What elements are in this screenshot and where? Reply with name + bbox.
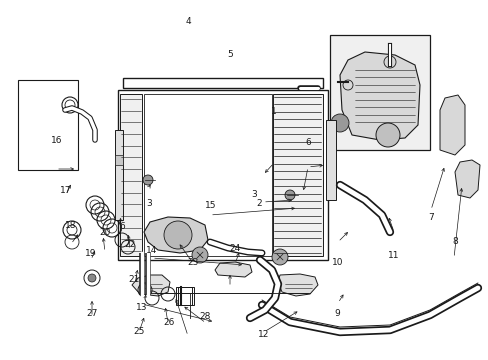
Text: 23: 23 xyxy=(187,258,199,267)
Bar xyxy=(115,155,123,165)
Text: 10: 10 xyxy=(331,258,343,267)
Text: 12: 12 xyxy=(258,330,269,339)
Polygon shape xyxy=(143,217,207,253)
Polygon shape xyxy=(215,262,251,277)
Circle shape xyxy=(271,249,287,265)
Text: 24: 24 xyxy=(228,244,240,253)
Text: 3: 3 xyxy=(251,190,257,199)
Text: 16: 16 xyxy=(50,136,62,145)
Text: 1: 1 xyxy=(270,107,276,116)
Text: 21: 21 xyxy=(128,275,140,284)
Polygon shape xyxy=(278,274,317,296)
Text: 2: 2 xyxy=(256,199,262,208)
Text: 6: 6 xyxy=(119,222,125,231)
Text: 8: 8 xyxy=(451,237,457,246)
Text: 27: 27 xyxy=(86,309,98,318)
Text: 11: 11 xyxy=(387,251,399,260)
Text: 22: 22 xyxy=(123,240,135,249)
Bar xyxy=(329,35,429,150)
Bar xyxy=(123,78,323,88)
Bar xyxy=(176,287,194,305)
Text: 7: 7 xyxy=(427,213,433,222)
Text: 15: 15 xyxy=(204,201,216,210)
Circle shape xyxy=(330,114,348,132)
Bar xyxy=(272,94,323,256)
Text: 6: 6 xyxy=(305,138,310,147)
Polygon shape xyxy=(454,160,479,198)
Text: 5: 5 xyxy=(226,50,232,59)
Circle shape xyxy=(142,175,153,185)
Circle shape xyxy=(285,190,294,200)
Text: 18: 18 xyxy=(65,220,77,230)
Text: 25: 25 xyxy=(133,327,145,336)
Polygon shape xyxy=(339,52,419,140)
Text: 26: 26 xyxy=(163,318,174,327)
Bar xyxy=(115,130,123,220)
Bar xyxy=(118,90,327,260)
Bar xyxy=(120,94,142,256)
Bar xyxy=(325,120,335,200)
Bar xyxy=(18,80,78,170)
Circle shape xyxy=(192,247,207,263)
Circle shape xyxy=(163,221,192,249)
Circle shape xyxy=(88,274,96,282)
Polygon shape xyxy=(132,275,170,296)
Text: 14: 14 xyxy=(145,246,157,255)
Circle shape xyxy=(375,123,399,147)
Text: 9: 9 xyxy=(334,309,340,318)
Text: 20: 20 xyxy=(99,228,111,237)
Text: 4: 4 xyxy=(185,17,191,26)
Polygon shape xyxy=(439,95,464,155)
Text: 19: 19 xyxy=(84,249,96,258)
Text: 3: 3 xyxy=(146,199,152,208)
Text: 28: 28 xyxy=(199,312,211,321)
Text: 13: 13 xyxy=(136,303,147,312)
Text: 17: 17 xyxy=(60,186,72,195)
Bar xyxy=(143,94,271,256)
